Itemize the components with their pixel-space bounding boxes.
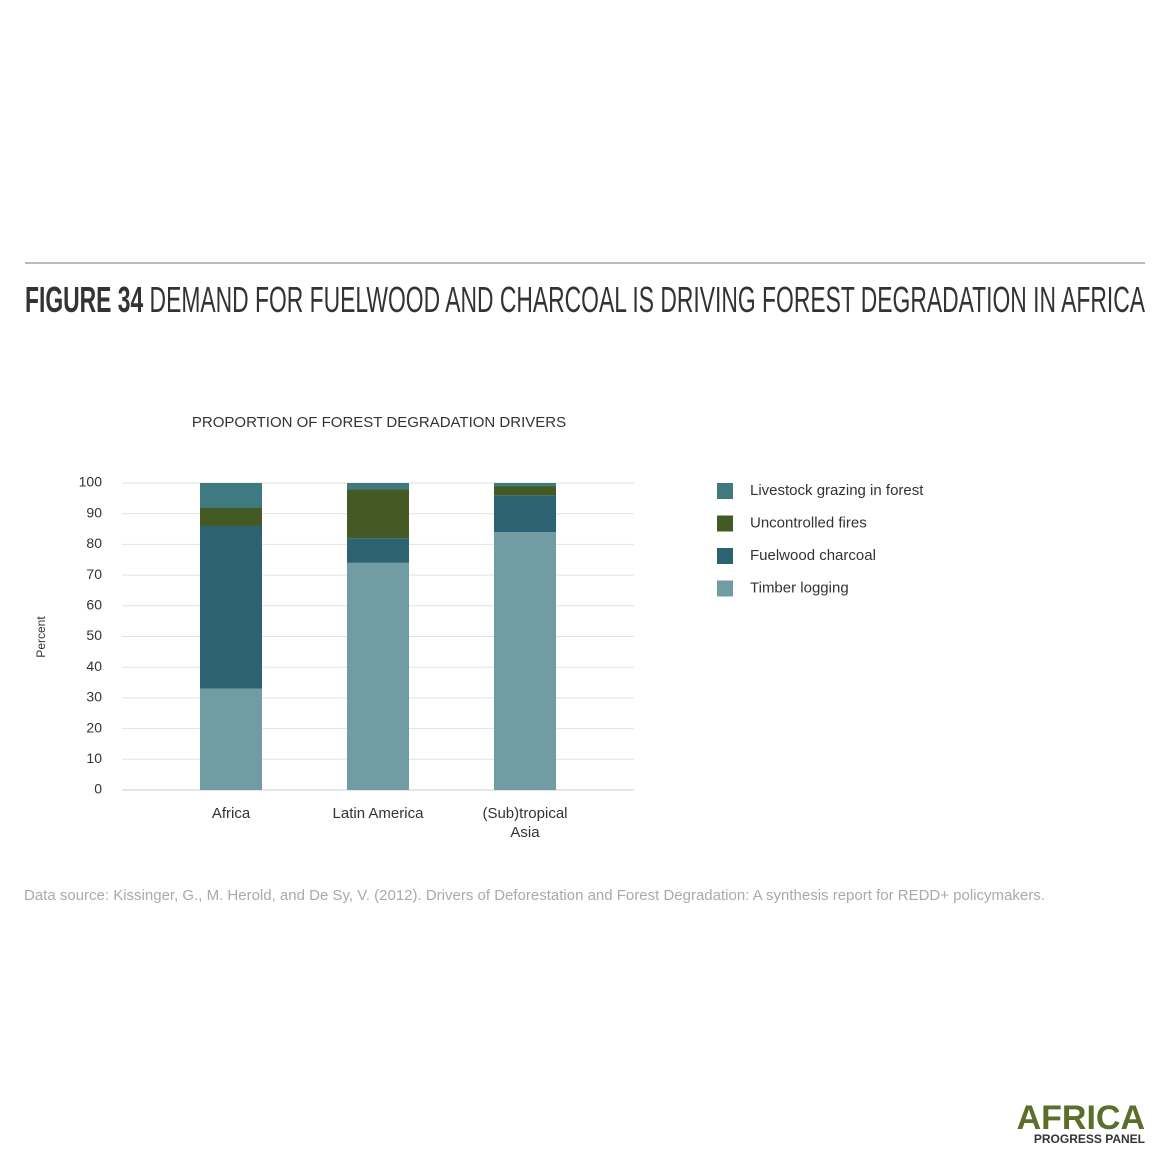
bar-segment xyxy=(200,688,262,790)
chart-title: PROPORTION OF FOREST DEGRADATION DRIVERS xyxy=(192,414,566,431)
source: Data source: Kissinger, G., M. Herold, a… xyxy=(24,887,1045,904)
x-tick-label: (Sub)tropical Asia xyxy=(482,805,568,841)
y-tick-label: 70 xyxy=(86,566,102,582)
y-tick-label: 90 xyxy=(86,504,102,520)
bar-segment xyxy=(494,486,556,496)
legend-label: Livestock grazing in forest xyxy=(750,482,924,499)
legend-label: Fuelwood charcoal xyxy=(750,547,876,564)
bar-segment xyxy=(494,483,556,487)
legend-label: Timber logging xyxy=(750,579,849,596)
figure-heading: DEMAND FOR FUELWOOD AND CHARCOAL IS DRIV… xyxy=(150,279,1145,320)
bar-segment xyxy=(494,532,556,790)
bar-segment xyxy=(347,562,409,790)
y-tick-label: 50 xyxy=(86,627,102,643)
y-tick-label: 20 xyxy=(86,719,102,735)
legend-swatch xyxy=(717,580,733,597)
y-tick-label: 40 xyxy=(86,658,102,674)
y-tick-label: 10 xyxy=(86,750,102,766)
y-tick-label: 100 xyxy=(79,474,103,490)
bar-segment xyxy=(200,507,262,526)
y-axis-label: Percent xyxy=(34,616,48,658)
legend-label: Uncontrolled fires xyxy=(750,514,867,531)
figure-title: FIGURE 34 DEMAND FOR FUELWOOD AND CHARCO… xyxy=(25,279,1145,320)
figure-number: FIGURE 34 xyxy=(25,279,143,320)
logo-sub: PROGRESS PANEL xyxy=(1034,1132,1145,1146)
bar-segment xyxy=(494,495,556,533)
bar-segment xyxy=(200,525,262,689)
y-tick-label: 60 xyxy=(86,597,102,613)
bar-segment xyxy=(347,538,409,563)
y-tick-label: 30 xyxy=(86,689,102,705)
legend-swatch xyxy=(717,483,733,499)
bar-segment xyxy=(347,489,409,539)
bar-segment xyxy=(347,483,409,490)
bar-segment xyxy=(200,483,262,508)
y-tick-label: 0 xyxy=(94,781,102,797)
legend-swatch xyxy=(717,515,733,532)
x-tick-label: Africa xyxy=(211,805,251,822)
x-tick-label: Latin America xyxy=(332,805,424,822)
y-tick-label: 80 xyxy=(86,535,102,551)
logo: AFRICA xyxy=(1017,1099,1145,1137)
legend-swatch xyxy=(717,548,733,564)
